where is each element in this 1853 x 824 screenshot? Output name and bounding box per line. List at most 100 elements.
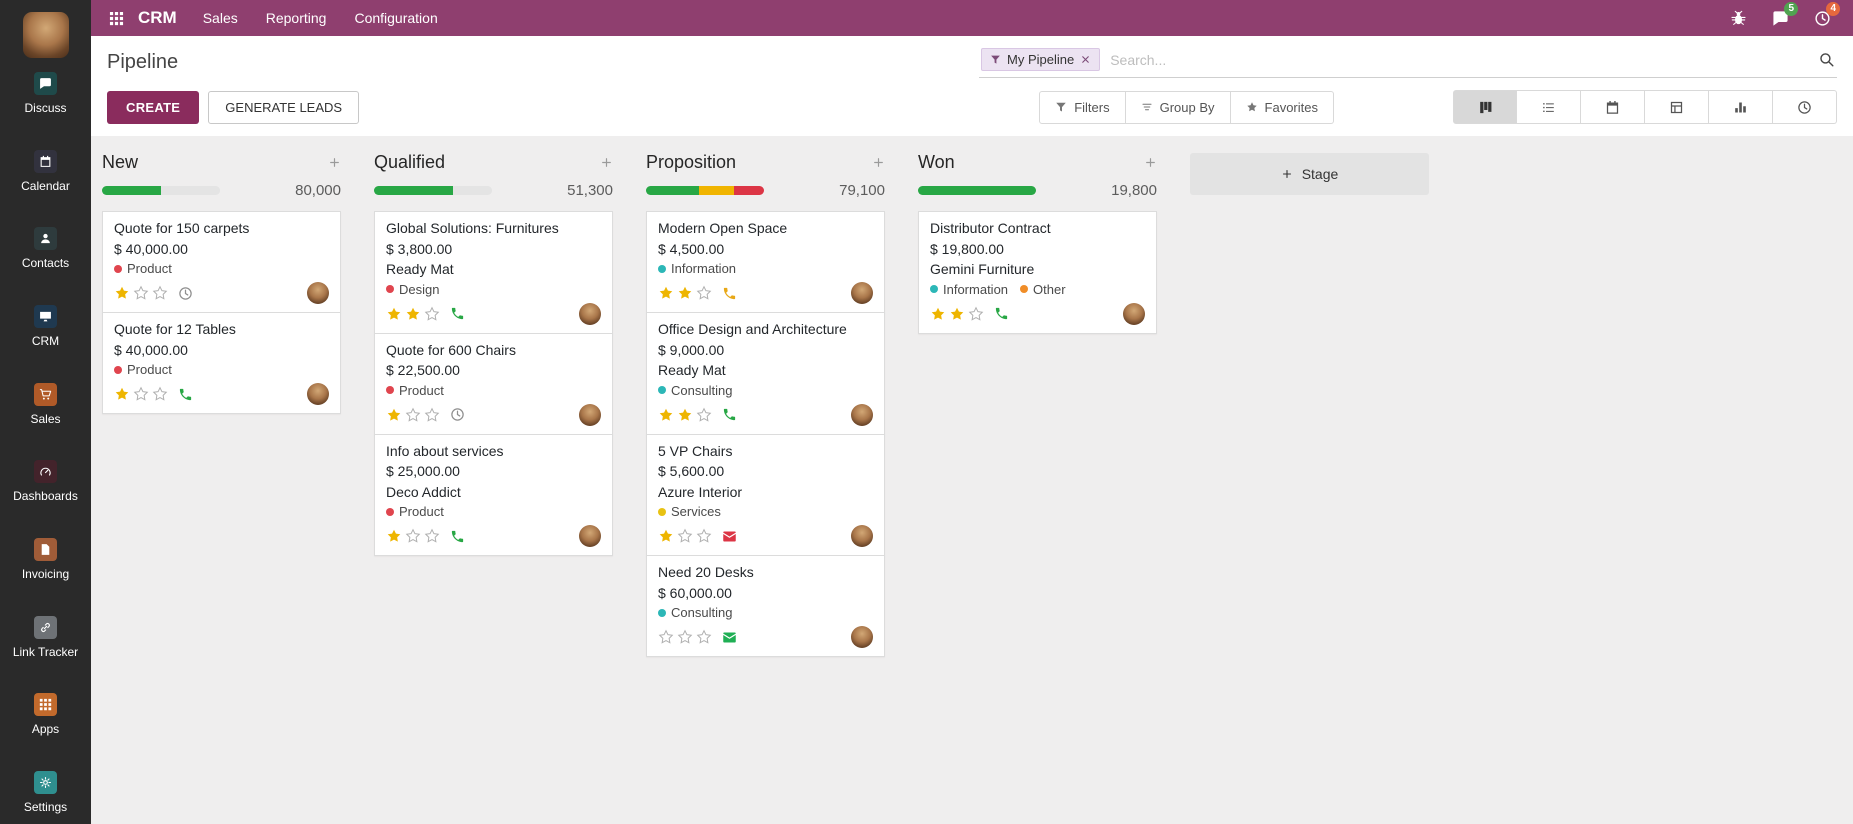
kanban-card[interactable]: Quote for 150 carpets $ 40,000.00 Produc…	[102, 211, 341, 313]
group-by-button[interactable]: Group By	[1125, 90, 1231, 124]
quick-add-button[interactable]	[328, 156, 341, 169]
sidebar-item-calendar[interactable]: Calendar	[0, 149, 91, 193]
salesperson-avatar[interactable]	[579, 302, 601, 325]
activity-phone-icon[interactable]	[994, 306, 1009, 321]
progress-bar[interactable]	[646, 186, 764, 195]
salesperson-avatar[interactable]	[307, 282, 329, 304]
priority-star-2[interactable]	[405, 407, 421, 423]
quick-add-button[interactable]	[1144, 156, 1157, 169]
sidebar-item-invoicing[interactable]: Invoicing	[0, 537, 91, 581]
kanban-card[interactable]: Global Solutions: Furnitures $ 3,800.00 …	[374, 211, 613, 334]
messages-button[interactable]: 5	[1759, 0, 1801, 36]
priority-star-1[interactable]	[114, 386, 130, 402]
search-bar[interactable]: My Pipeline	[979, 46, 1837, 78]
priority-star-1[interactable]	[930, 306, 946, 322]
priority-star-1[interactable]	[658, 407, 674, 423]
priority-star-2[interactable]	[677, 528, 693, 544]
salesperson-avatar[interactable]	[307, 383, 329, 405]
priority-star-1[interactable]	[658, 285, 674, 301]
kanban-card[interactable]: Distributor Contract $ 19,800.00 Gemini …	[918, 211, 1157, 334]
generate-leads-button[interactable]: GENERATE LEADS	[208, 90, 360, 124]
menu-configuration[interactable]: Configuration	[354, 10, 438, 26]
sidebar-item-sales[interactable]: Sales	[0, 382, 91, 426]
kanban-card[interactable]: 5 VP Chairs $ 5,600.00 Azure Interior Se…	[646, 433, 885, 556]
salesperson-avatar[interactable]	[1123, 302, 1145, 325]
priority-star-3[interactable]	[152, 285, 168, 301]
salesperson-avatar[interactable]	[579, 525, 601, 547]
salesperson-avatar[interactable]	[851, 525, 873, 547]
menu-reporting[interactable]: Reporting	[265, 10, 327, 26]
quick-add-button[interactable]	[600, 156, 613, 169]
priority-star-2[interactable]	[949, 306, 965, 322]
priority-star-3[interactable]	[696, 528, 712, 544]
view-list-button[interactable]	[1517, 90, 1581, 124]
apps-menu-button[interactable]	[101, 0, 132, 36]
priority-star-2[interactable]	[133, 386, 149, 402]
kanban-card[interactable]: Quote for 600 Chairs $ 22,500.00 Product	[374, 332, 613, 435]
activity-clock-icon[interactable]	[450, 407, 465, 422]
activity-envelope-icon[interactable]	[722, 529, 737, 544]
salesperson-avatar[interactable]	[851, 403, 873, 426]
view-kanban-button[interactable]	[1453, 90, 1517, 124]
activity-phone-icon[interactable]	[722, 286, 737, 301]
favorites-button[interactable]: Favorites	[1230, 90, 1334, 124]
menu-sales[interactable]: Sales	[202, 10, 238, 26]
kanban-card[interactable]: Office Design and Architecture $ 9,000.0…	[646, 312, 885, 435]
sidebar-item-discuss[interactable]: Discuss	[0, 72, 91, 115]
activity-phone-icon[interactable]	[450, 306, 465, 321]
kanban-card[interactable]: Quote for 12 Tables $ 40,000.00 Product	[102, 312, 341, 414]
debug-button[interactable]	[1717, 0, 1759, 36]
view-activity-button[interactable]	[1773, 90, 1837, 124]
activity-clock-icon[interactable]	[178, 286, 193, 301]
activity-phone-icon[interactable]	[178, 387, 193, 402]
user-avatar[interactable]	[22, 12, 69, 58]
filters-button[interactable]: Filters	[1039, 90, 1126, 124]
priority-star-1[interactable]	[658, 528, 674, 544]
progress-bar[interactable]	[918, 186, 1036, 195]
priority-star-2[interactable]	[677, 629, 693, 645]
priority-star-3[interactable]	[696, 285, 712, 301]
activity-phone-icon[interactable]	[722, 407, 737, 422]
priority-star-1[interactable]	[114, 285, 130, 301]
current-app-name[interactable]: CRM	[138, 8, 177, 27]
priority-star-1[interactable]	[386, 407, 402, 423]
sidebar-item-settings[interactable]: Settings	[0, 770, 91, 814]
view-graph-button[interactable]	[1709, 90, 1773, 124]
priority-star-2[interactable]	[133, 285, 149, 301]
search-input[interactable]	[1110, 51, 1818, 68]
view-calendar-button[interactable]	[1581, 90, 1645, 124]
priority-star-3[interactable]	[152, 386, 168, 402]
priority-star-2[interactable]	[405, 306, 421, 322]
sidebar-item-dashboards[interactable]: Dashboards	[0, 460, 91, 503]
priority-star-1[interactable]	[658, 629, 674, 645]
search-button[interactable]	[1818, 51, 1835, 68]
activities-button[interactable]: 4	[1801, 0, 1843, 36]
priority-star-1[interactable]	[386, 528, 402, 544]
sidebar-item-apps[interactable]: Apps	[0, 693, 91, 736]
create-button[interactable]: CREATE	[107, 90, 200, 124]
priority-star-1[interactable]	[386, 306, 402, 322]
priority-star-3[interactable]	[424, 528, 440, 544]
kanban-card[interactable]: Need 20 Desks $ 60,000.00 Consulting	[646, 555, 885, 657]
priority-star-2[interactable]	[405, 528, 421, 544]
priority-star-3[interactable]	[696, 629, 712, 645]
progress-bar[interactable]	[374, 186, 492, 195]
priority-star-2[interactable]	[677, 407, 693, 423]
view-pivot-button[interactable]	[1645, 90, 1709, 124]
facet-remove-button[interactable]	[1080, 54, 1091, 65]
search-facet-my-pipeline[interactable]: My Pipeline	[981, 48, 1101, 71]
priority-star-3[interactable]	[424, 306, 440, 322]
sidebar-item-crm[interactable]: CRM	[0, 304, 91, 348]
quick-add-button[interactable]	[872, 156, 885, 169]
salesperson-avatar[interactable]	[851, 282, 873, 304]
salesperson-avatar[interactable]	[579, 403, 601, 426]
priority-star-3[interactable]	[968, 306, 984, 322]
priority-star-2[interactable]	[677, 285, 693, 301]
add-stage-button[interactable]: Stage	[1190, 153, 1429, 195]
kanban-card[interactable]: Info about services $ 25,000.00 Deco Add…	[374, 433, 613, 556]
activity-phone-icon[interactable]	[450, 529, 465, 544]
sidebar-item-link-tracker[interactable]: Link Tracker	[0, 615, 91, 659]
salesperson-avatar[interactable]	[851, 626, 873, 648]
priority-star-3[interactable]	[424, 407, 440, 423]
sidebar-item-contacts[interactable]: Contacts	[0, 227, 91, 270]
